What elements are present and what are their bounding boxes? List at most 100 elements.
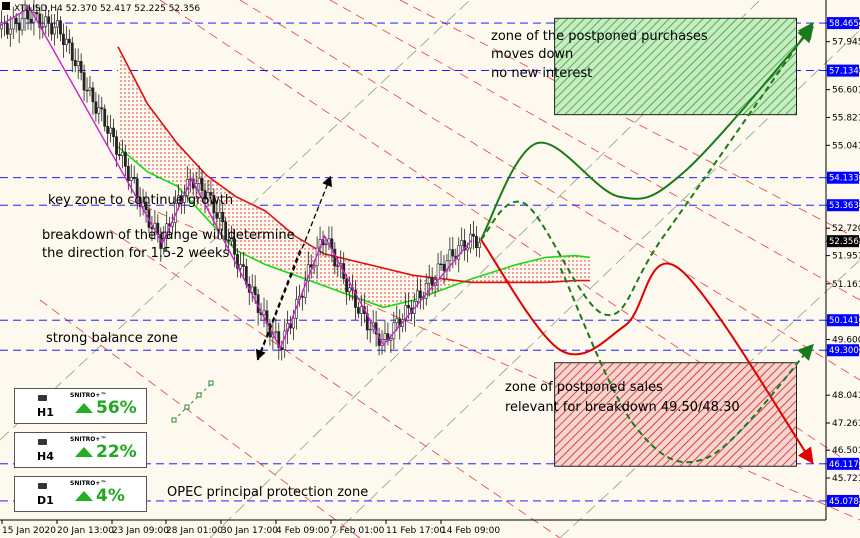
measure-line xyxy=(173,382,213,421)
candle-body xyxy=(430,277,434,286)
channel-line-red xyxy=(399,0,860,241)
price-tick-label: 55.041 xyxy=(832,141,860,151)
candle-body xyxy=(5,23,9,35)
candle-body xyxy=(59,20,62,35)
channel-line-red xyxy=(159,0,860,471)
price-axis[interactable]: 58.465 57.945 57.134 56.601 55.821 55.041 54.1… xyxy=(826,17,860,507)
candle-body xyxy=(141,201,145,207)
candle-body xyxy=(336,265,340,268)
candle-body xyxy=(274,331,278,334)
candle-body xyxy=(427,277,431,284)
candle-body xyxy=(448,249,452,262)
price-tick-label: 55.821 xyxy=(832,113,860,123)
candle-body xyxy=(144,201,148,211)
candle-body xyxy=(123,151,127,167)
widget-percent: 56% xyxy=(96,398,137,418)
candle-body xyxy=(389,338,393,341)
price-label: 58.465 xyxy=(829,19,859,29)
candle-body xyxy=(472,233,475,237)
price-label: 49.300 xyxy=(829,346,859,356)
candle-body xyxy=(109,127,113,134)
price-tick-label: 57.945 xyxy=(832,38,860,48)
candle-body xyxy=(41,26,45,28)
candle-body xyxy=(129,177,133,181)
candle-body xyxy=(451,249,455,257)
annotation-purchases-line3: no new interest xyxy=(491,66,592,81)
candle-body xyxy=(239,264,242,269)
price-label: 50.141 xyxy=(829,316,859,326)
measure-point xyxy=(208,380,214,386)
candle-body xyxy=(203,190,207,200)
candle-body xyxy=(70,42,74,61)
snitro-widget-h1[interactable]: H1 SNITRO+™ 56% xyxy=(14,388,147,424)
candle-body xyxy=(29,18,33,23)
price-label-box xyxy=(827,171,859,184)
candle-body xyxy=(466,247,469,251)
annotation-sales-title: zone of postponed sales xyxy=(505,380,663,395)
candle-body xyxy=(442,263,446,272)
candle-body xyxy=(50,23,54,35)
candle-body xyxy=(67,38,71,44)
price-tick-label: 46.501 xyxy=(832,446,860,456)
widget-timeframe: H4 xyxy=(37,450,54,463)
forecast-paths xyxy=(479,22,814,465)
candle-body xyxy=(262,310,266,316)
annotation-opec: OPEC principal protection zone xyxy=(167,485,368,500)
candle-body xyxy=(241,264,245,267)
price-label-box xyxy=(827,344,859,357)
candle-body xyxy=(64,38,68,46)
candle-body xyxy=(477,242,481,249)
candle-body xyxy=(277,331,281,348)
timeframe-icon xyxy=(38,483,47,489)
price-tick-label: 51.951 xyxy=(832,252,860,262)
candle-body xyxy=(177,195,180,204)
candle-body xyxy=(395,318,399,324)
snitro-widget-d1[interactable]: D1 SNITRO+™ 4% xyxy=(14,476,147,512)
snitro-widget-h4[interactable]: H4 SNITRO+™ 22% xyxy=(14,432,147,468)
measure-point xyxy=(171,417,177,423)
time-tick-label: 11 Feb 17:00 xyxy=(386,526,445,536)
zigzag xyxy=(0,6,473,351)
time-tick-label: 14 Feb 09:00 xyxy=(441,526,500,536)
widget-brand: SNITRO+™ xyxy=(70,436,107,443)
candle-body xyxy=(424,282,428,299)
candle-body xyxy=(35,12,39,15)
candle-body xyxy=(218,212,222,219)
candle-body xyxy=(463,240,467,251)
candle-body xyxy=(292,317,295,329)
price-label-box xyxy=(827,199,859,212)
price-tick-label: 56.601 xyxy=(832,86,860,96)
time-tick-label: 15 Jan 2020 xyxy=(2,526,56,536)
time-tick-label: 23 Jan 09:00 xyxy=(112,526,169,536)
candle-body xyxy=(121,151,124,156)
annotation-direction: the direction for 1.5-2 weeks xyxy=(42,246,230,261)
candle-body xyxy=(212,194,216,213)
candle-body xyxy=(300,295,304,298)
candle-body xyxy=(209,192,213,196)
up-arrow-icon xyxy=(75,447,93,457)
candle-body xyxy=(100,107,104,110)
time-tick-label: 30 Jan 17:00 xyxy=(221,526,278,536)
candle-body xyxy=(359,306,363,314)
candle-body xyxy=(17,23,21,31)
candle-body xyxy=(26,10,30,20)
candle-body xyxy=(224,221,228,241)
widget-brand: SNITRO+™ xyxy=(70,392,107,399)
price-label: 54.133 xyxy=(829,174,859,184)
candle-body xyxy=(407,304,410,309)
time-tick-label: 28 Jan 01:00 xyxy=(166,526,223,536)
candle-body xyxy=(383,333,387,340)
forecast-path xyxy=(480,22,814,317)
chart-annotations-lines xyxy=(171,175,332,423)
candle-body xyxy=(348,287,351,293)
candle-body xyxy=(250,286,254,293)
price-tick-label: 49.600 xyxy=(832,336,860,346)
candle-body xyxy=(236,254,239,269)
channel-line-red xyxy=(39,299,361,538)
symbol-dropdown-icon[interactable] xyxy=(2,2,10,10)
time-tick-label: 7 Feb 01:00 xyxy=(331,526,385,536)
timeframe-icon xyxy=(38,439,47,445)
